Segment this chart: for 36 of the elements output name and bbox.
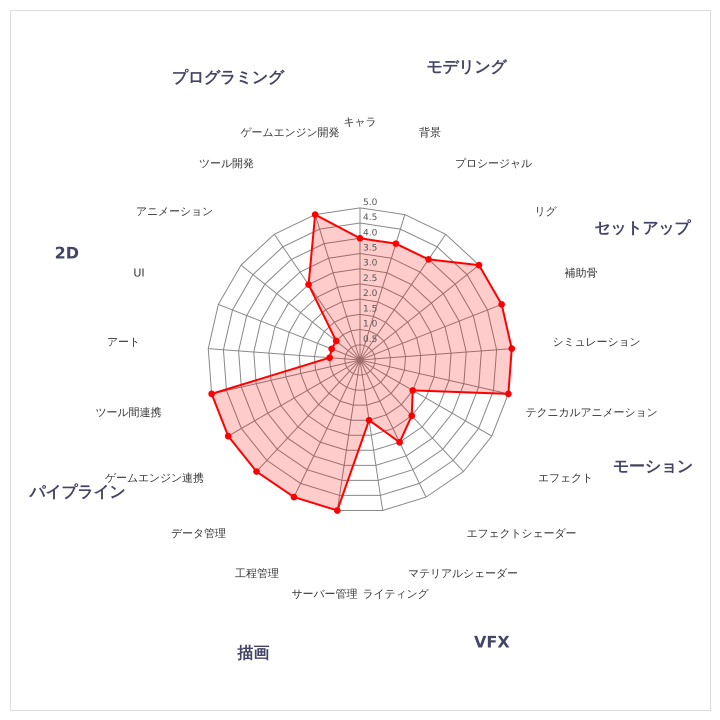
spoke-label: 背景 [418, 126, 441, 140]
text: VFX [474, 632, 510, 652]
spoke-label: マテリアルシェーダー [408, 566, 518, 580]
y-tick-label: 1.5 [363, 304, 378, 314]
text: モデリング [426, 56, 508, 76]
spoke-label: サーバー管理 [292, 588, 358, 601]
y-tick-label: 1.0 [363, 320, 378, 330]
spoke-label: ツール間連携 [96, 406, 162, 419]
spoke-label: キャラ [344, 116, 376, 129]
y-tick-label: 4.5 [363, 213, 378, 224]
spoke-label: ライティング [362, 588, 430, 601]
text: 2D [54, 243, 80, 262]
spoke-label: アート [106, 335, 140, 348]
spoke-label: ゲームエンジン開発 [240, 126, 340, 140]
spoke-label: ツール開発 [198, 156, 254, 170]
spoke-label: アニメーション [136, 204, 213, 218]
text: モーション [613, 456, 694, 476]
spoke-label: シミュレーション [552, 335, 641, 348]
y-tick-label: 2.0 [363, 289, 378, 300]
spoke-label: エフェクト [538, 472, 594, 485]
spoke-label: リグ [534, 204, 558, 218]
text: 描画 [236, 643, 270, 662]
text: セットアップ [594, 218, 692, 238]
text: プログラミング [172, 67, 286, 86]
spoke-label: UI [133, 266, 145, 280]
y-tick-label: 5.0 [363, 198, 378, 208]
spoke-label: 工程管理 [235, 566, 279, 580]
y-tick-label: 2.5 [363, 274, 378, 284]
spoke-label: 補助骨 [564, 266, 598, 280]
spoke-label: テクニカルアニメーション [525, 406, 658, 419]
spoke-label: データ管理 [171, 527, 226, 540]
spoke-label: プロシージャル [455, 156, 532, 170]
y-tick-label: 4.0 [363, 228, 378, 238]
y-tick-label: 3.0 [363, 258, 378, 269]
y-tick-label: 3.5 [363, 243, 378, 254]
spoke-label: エフェクトシェーダー [466, 527, 576, 540]
